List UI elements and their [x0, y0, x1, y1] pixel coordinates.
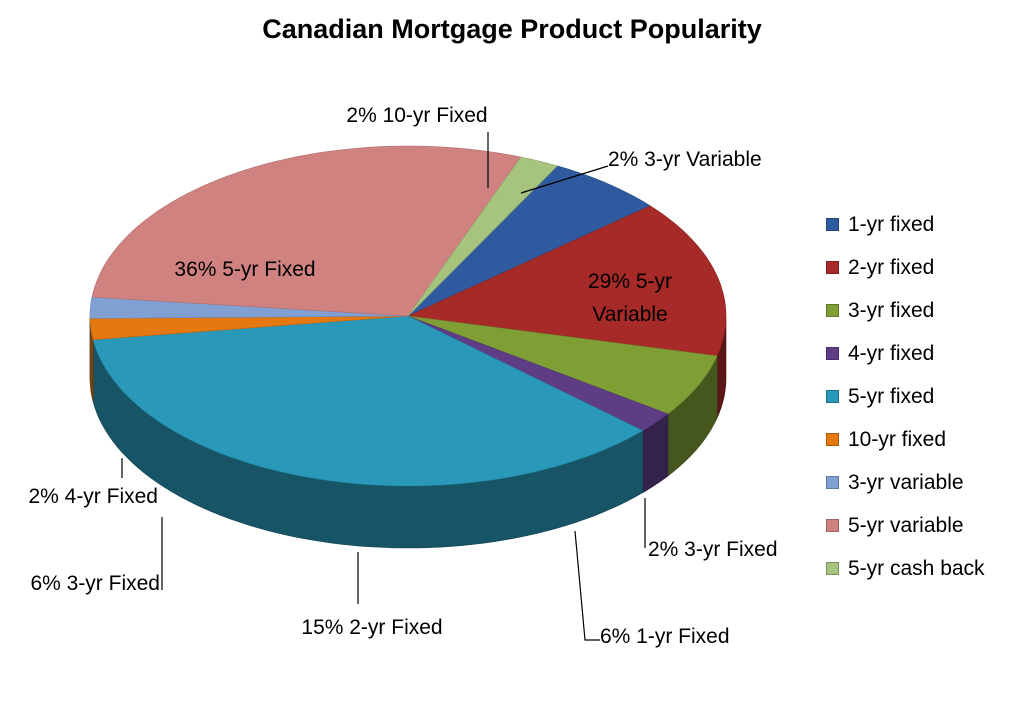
legend-item: 3-yr fixed [826, 289, 1021, 332]
legend-label: 4-yr fixed [848, 341, 935, 365]
pie-slice-3-yr-fixed [407, 315, 718, 415]
legend-label: 3-yr variable [848, 470, 964, 494]
legend-label: 5-yr fixed [848, 384, 935, 408]
pie-leaders [121, 132, 646, 641]
legend-item: 5-yr fixed [826, 375, 1021, 418]
legend-swatch [826, 476, 839, 489]
legend-item: 3-yr variable [826, 461, 1021, 504]
legend-label: 5-yr variable [848, 513, 964, 537]
pie-slice-4-yr-fixed [407, 315, 669, 431]
legend-label: 2-yr fixed [848, 255, 935, 279]
legend-swatch [826, 261, 839, 274]
legend-label: 10-yr fixed [848, 427, 947, 451]
leader-line [520, 165, 609, 194]
slice-label: 6% 1-yr Fixed [600, 625, 730, 648]
legend-swatch [826, 390, 839, 403]
legend-item: 2-yr fixed [826, 246, 1021, 289]
legend-item: 1-yr fixed [826, 203, 1021, 246]
pie-labels: 6% 1-yr Fixed 15% 2-yr Fixed 6% 3-yr Fixed… [28, 104, 777, 648]
pie-slice-10-yr-fixed [89, 315, 409, 341]
slice-label: 29% 5-yr Variable [588, 270, 672, 326]
legend: 1-yr fixed 2-yr fixed 3-yr fixed 4-yr fixed… [826, 203, 1021, 590]
legend-swatch [826, 519, 839, 532]
legend-swatch [826, 304, 839, 317]
pie-slice-5-yr-variable [91, 145, 522, 317]
legend-label: 5-yr cash back [848, 556, 985, 580]
slice-label: 2% 3-yr Variable [608, 148, 762, 171]
pie-slice-3-yr-variable [89, 296, 409, 319]
legend-swatch [826, 218, 839, 231]
slice-label: 2% 4-yr Fixed [28, 485, 158, 508]
pie-slice-1-yr-fixed [407, 165, 651, 317]
slice-label: 2% 10-yr Fixed [346, 104, 487, 127]
slice-label: 2% 3-yr Fixed [648, 538, 778, 561]
chart-title: Canadian Mortgage Product Popularity [262, 14, 762, 44]
legend-swatch [826, 347, 839, 360]
legend-item: 10-yr fixed [826, 418, 1021, 461]
slice-label: 36% 5-yr Fixed [174, 258, 315, 281]
legend-label: 3-yr fixed [848, 298, 935, 322]
pie-slice-2-yr-fixed [406, 205, 727, 357]
legend-item: 5-yr cash back [826, 547, 1021, 590]
leader-line [574, 530, 600, 641]
legend-item: 4-yr fixed [826, 332, 1021, 375]
pie-tops [89, 145, 727, 487]
legend-swatch [826, 433, 839, 446]
slice-label: 6% 3-yr Fixed [30, 572, 160, 595]
slice-label: 15% 2-yr Fixed [301, 616, 442, 639]
legend-item: 5-yr variable [826, 504, 1021, 547]
pie-slice-5-yr-fixed [92, 315, 644, 487]
legend-swatch [826, 562, 839, 575]
legend-label: 1-yr fixed [848, 212, 935, 236]
pie-sides [89, 316, 727, 549]
pie-slice-5-yr-cash-back [407, 156, 558, 317]
